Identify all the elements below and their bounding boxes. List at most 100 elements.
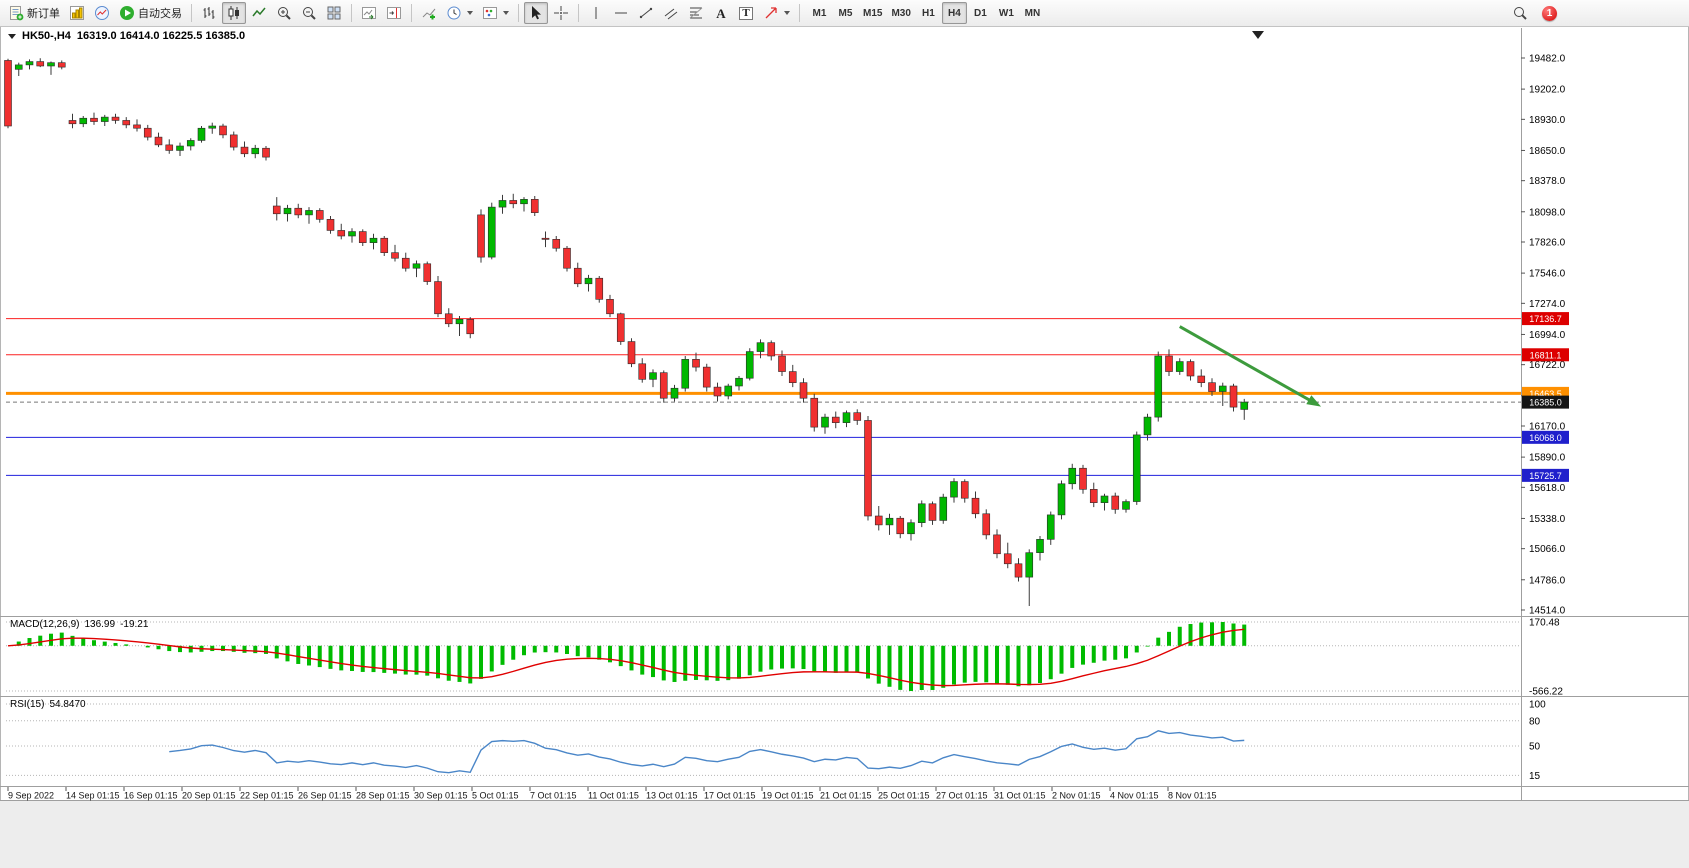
zoom-out-icon [303,7,316,20]
level-price-text: 16385.0 [1529,398,1562,408]
rsi-line [169,730,1245,774]
time-tick-label: 28 Sep 01:15 [356,791,410,801]
level-price-text: 16811.1 [1530,350,1562,360]
trendline-button[interactable] [634,2,658,24]
time-tick-label: 7 Oct 01:15 [530,791,577,801]
level-price-tag [1522,430,1569,444]
timeframe-button-h1[interactable]: H1 [922,7,935,19]
horizontal-line-button[interactable] [609,2,633,24]
zoom-out-button[interactable] [297,2,321,24]
timeframe-button-m1[interactable]: M1 [812,7,827,19]
dropdown-arrow-icon [467,11,473,15]
crosshair-icon [554,6,568,20]
timeframe-button-m5[interactable]: M5 [838,7,853,19]
fibonacci-button[interactable] [684,2,708,24]
candlestick-series [4,58,1249,606]
candles-icon [228,6,239,20]
templates-icon [483,7,497,19]
search-button[interactable] [1508,2,1532,24]
macd-params: MACD(12,26,9) [10,619,80,630]
notification-badge[interactable]: 1 [1542,5,1557,21]
time-tick-label: 4 Nov 01:15 [1110,791,1159,801]
toolbar-separator [191,4,192,22]
price-axis [1521,57,1525,611]
price-tick-label: 18650.0 [1529,146,1566,157]
time-tick-label: 30 Sep 01:15 [414,791,468,801]
chart-menu-icon[interactable] [8,33,16,39]
timeframe-button-m15[interactable]: M15 [863,7,883,19]
arrow-tool-icon [765,7,777,19]
auto-scroll-button[interactable] [357,2,381,24]
level-price-tag [1522,468,1569,482]
toolbar-separator [518,4,519,22]
price-tick-label: 15890.0 [1529,453,1566,464]
price-tick-label: 16170.0 [1529,422,1566,433]
vertical-line-button[interactable] [584,2,608,24]
text-tool-button[interactable]: A [709,2,733,24]
trend-arrow-line[interactable] [1179,325,1315,404]
price-tick-label: 15618.0 [1529,483,1566,494]
profiles-button[interactable] [90,2,114,24]
price-tick-label: 15066.0 [1529,544,1566,555]
time-tick-label: 22 Sep 01:15 [240,791,294,801]
chart-shift-marker[interactable] [1252,31,1264,39]
time-tick-label: 25 Oct 01:15 [878,791,930,801]
rsi-axis-label: 80 [1529,716,1541,727]
time-tick-label: 9 Sep 2022 [8,791,54,801]
new-chart-icon [70,6,84,20]
timeframe-button-w1[interactable]: W1 [998,7,1014,19]
price-tick-label: 15338.0 [1529,514,1566,525]
new-order-button[interactable]: 新订单 [4,2,64,24]
level-price-text: 15725.7 [1529,471,1562,481]
clock-icon [447,6,461,20]
timeframe-button-mn[interactable]: MN [1024,7,1041,19]
tile-windows-icon [327,6,341,20]
cursor-button[interactable] [524,2,548,24]
search-icon [1514,7,1527,20]
level-price-tag [1522,395,1569,409]
label-tool-button[interactable]: T [734,2,758,24]
indicators-button[interactable] [417,2,441,24]
new-chart-button[interactable] [65,2,89,24]
bar-chart-button[interactable] [197,2,221,24]
templates-button[interactable] [478,2,513,24]
arrows-tool-button[interactable] [759,2,794,24]
new-order-label: 新订单 [27,8,60,20]
toolbar-separator [351,4,352,22]
rsi-value: 54.8470 [49,699,86,710]
time-tick-label: 31 Oct 01:15 [994,791,1046,801]
horizontal-line-icon [615,12,627,14]
channel-button[interactable] [659,2,683,24]
time-tick-label: 11 Oct 01:15 [588,791,639,801]
new-order-icon [10,6,24,21]
timeframe-button-d1[interactable]: D1 [974,7,987,19]
level-price-tag [1522,312,1569,326]
fibonacci-icon [689,7,703,19]
periods-button[interactable] [442,2,477,24]
price-tick-label: 19202.0 [1529,85,1566,96]
symbol-period-label: HK50-,H4 [22,30,71,42]
time-tick-label: 26 Sep 01:15 [298,791,352,801]
timeframe-button-m30[interactable]: M30 [891,7,911,19]
chart-shift-button[interactable] [382,2,406,24]
chart-shift-icon [387,7,401,19]
main-toolbar: 新订单 自动交易 [0,0,1689,27]
line-chart-button[interactable] [247,2,271,24]
time-tick-label: 19 Oct 01:15 [762,791,814,801]
time-tick-label: 27 Oct 01:15 [936,791,988,801]
zoom-in-button[interactable] [272,2,296,24]
time-tick-label: 5 Oct 01:15 [472,791,519,801]
time-tick-label: 13 Oct 01:15 [646,791,698,801]
autotrading-button[interactable]: 自动交易 [115,2,186,24]
crosshair-button[interactable] [549,2,573,24]
price-tick-label: 18930.0 [1529,115,1566,126]
timeframe-button-h4[interactable]: H4 [941,2,967,24]
toolbar-separator [411,4,412,22]
macd-axis-label: -566.22 [1529,687,1563,698]
vertical-line-icon [595,7,597,19]
price-tick-label: 19482.0 [1529,54,1566,65]
tile-windows-button[interactable] [322,2,346,24]
auto-scroll-icon [362,7,376,20]
candlestick-chart-button[interactable] [222,2,246,24]
